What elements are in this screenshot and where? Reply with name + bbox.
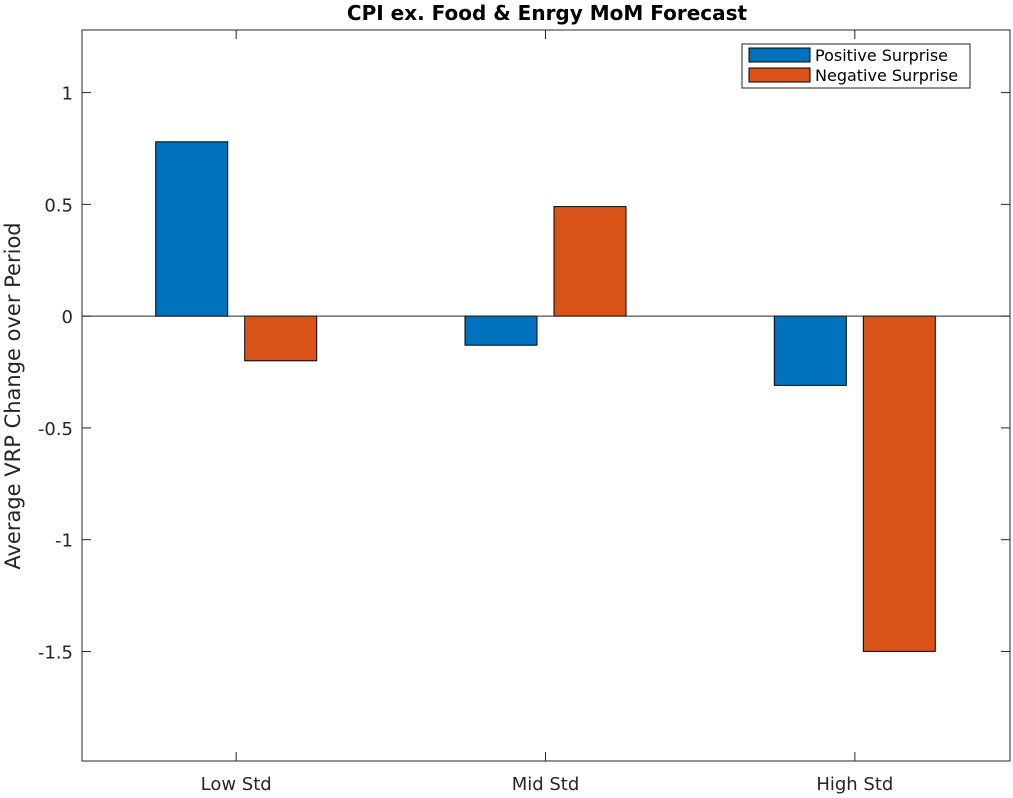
bar-mid-std-negative-surprise bbox=[553, 206, 627, 317]
y-tick-label: -1.5 bbox=[38, 642, 73, 663]
y-tick-label: 0.5 bbox=[44, 195, 73, 216]
bar-low-std-negative-surprise bbox=[244, 315, 318, 362]
bar-high-std-negative-surprise bbox=[862, 315, 936, 652]
y-tick-label: -0.5 bbox=[38, 419, 73, 440]
ticks-layer: -1.5 -1 -0.5 0 0.5 1 Low Std Mid Std High Std bbox=[38, 30, 1010, 795]
legend-label: Positive Surprise bbox=[815, 46, 948, 65]
bars-layer bbox=[155, 141, 936, 652]
legend-label: Negative Surprise bbox=[815, 66, 958, 85]
bar-high-std-positive-surprise bbox=[773, 315, 847, 386]
plot-area-frame bbox=[81, 29, 1011, 762]
legend-swatch bbox=[748, 67, 811, 83]
x-tick-label: Mid Std bbox=[512, 774, 580, 795]
bar-mid-std-positive-surprise bbox=[464, 315, 538, 346]
y-tick-label: 1 bbox=[62, 84, 73, 105]
chart-title: CPI ex. Food & Enrgy MoM Forecast bbox=[347, 1, 748, 25]
x-tick-label: High Std bbox=[816, 774, 893, 795]
legend-swatch bbox=[748, 47, 811, 63]
x-tick-label: Low Std bbox=[201, 774, 272, 795]
y-axis-label: Average VRP Change over Period bbox=[1, 222, 25, 569]
y-tick-label: -1 bbox=[55, 531, 73, 552]
bar-low-std-positive-surprise bbox=[155, 141, 229, 317]
y-tick-label: 0 bbox=[62, 307, 73, 328]
